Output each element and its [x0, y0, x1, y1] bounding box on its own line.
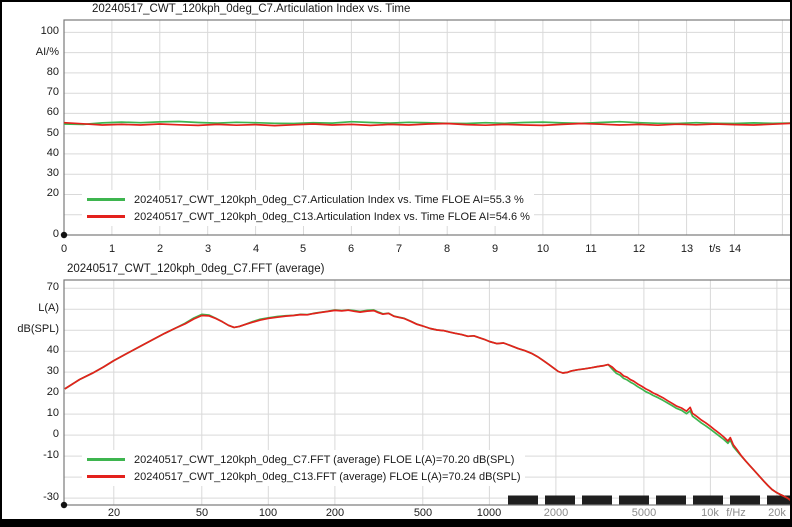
- x-tick-label: 4: [252, 243, 260, 255]
- legend-label: 20240517_CWT_120kph_0deg_C13.Articulatio…: [134, 210, 530, 223]
- y-tick-label: 0: [52, 428, 59, 440]
- x-tick-label: 10k: [701, 507, 719, 519]
- x-tick-label: 3: [204, 243, 212, 255]
- y-tick-label: 50: [46, 127, 59, 139]
- y-tick-label: 100: [40, 25, 59, 37]
- x-tick-label: 1: [108, 243, 116, 255]
- y-tick-label: dB(SPL): [17, 323, 59, 335]
- x-tick-label: 8: [443, 243, 451, 255]
- legend-label: 20240517_CWT_120kph_0deg_C7.FFT (average…: [134, 453, 515, 466]
- y-tick-label: 20: [46, 386, 59, 398]
- legend-label: 20240517_CWT_120kph_0deg_C7.Articulation…: [134, 193, 524, 206]
- legend-ai-vs-time: 20240517_CWT_120kph_0deg_C7.Articulation…: [82, 190, 534, 226]
- y-tick-label: L(A): [38, 302, 59, 314]
- x-tick-label: 2: [156, 243, 164, 255]
- y-tick-label: -30: [43, 491, 59, 503]
- legend-row: 20240517_CWT_120kph_0deg_C7.Articulation…: [84, 191, 530, 208]
- y-tick-label: AI/%: [35, 46, 59, 58]
- x-tick-label: 50: [195, 507, 209, 519]
- y-tick-label: 40: [46, 147, 59, 159]
- y-tick-label: 20: [46, 187, 59, 199]
- legend-row: 20240517_CWT_120kph_0deg_C13.FFT (averag…: [84, 468, 521, 485]
- x-tick-label: 0: [60, 243, 68, 255]
- x-tick-label: t/s: [709, 243, 721, 255]
- x-tick-label: 12: [632, 243, 646, 255]
- legend-row: 20240517_CWT_120kph_0deg_C13.Articulatio…: [84, 208, 530, 225]
- x-tick-label: f/Hz: [726, 507, 746, 519]
- y-tick-label: 30: [46, 365, 59, 377]
- legend-row: 20240517_CWT_120kph_0deg_C7.FFT (average…: [84, 451, 521, 468]
- bottom-black-strip: [2, 519, 790, 527]
- legend-line-swatch: [87, 215, 125, 218]
- x-tick-label: 20: [107, 507, 121, 519]
- x-tick-label: 1000: [476, 507, 502, 519]
- y-tick-label: -10: [43, 449, 59, 461]
- y-tick-label: 0: [52, 228, 59, 240]
- x-tick-label: 100: [258, 507, 278, 519]
- y-tick-label: 70: [46, 86, 59, 98]
- x-tick-label: 13: [680, 243, 694, 255]
- x-tick-label: 9: [491, 243, 499, 255]
- legend-line-swatch: [87, 198, 125, 201]
- chart-title-fft-average: 20240517_CWT_120kph_0deg_C7.FFT (average…: [67, 263, 325, 275]
- y-tick-label: 80: [46, 66, 59, 78]
- y-tick-label: 30: [46, 167, 59, 179]
- legend-line-swatch: [87, 475, 125, 478]
- x-tick-label: 10: [536, 243, 550, 255]
- x-tick-label: 2000: [543, 507, 569, 519]
- x-tick-label: 500: [413, 507, 433, 519]
- x-tick-label: 6: [347, 243, 355, 255]
- x-tick-label: 200: [325, 507, 345, 519]
- chart-title-ai-vs-time: 20240517_CWT_120kph_0deg_C7.Articulation…: [92, 3, 411, 15]
- y-tick-label: 70: [46, 281, 59, 293]
- x-tick-label: 20k: [768, 507, 786, 519]
- legend-line-swatch: [87, 458, 125, 461]
- x-tick-label: 11: [585, 243, 597, 255]
- x-tick-label: 5000: [631, 507, 657, 519]
- y-tick-label: 60: [46, 106, 59, 118]
- y-tick-label: 10: [46, 407, 59, 419]
- x-tick-label: 7: [395, 243, 403, 255]
- x-tick-label: 14: [728, 243, 742, 255]
- legend-label: 20240517_CWT_120kph_0deg_C13.FFT (averag…: [134, 470, 521, 483]
- legend-fft-average: 20240517_CWT_120kph_0deg_C7.FFT (average…: [82, 450, 525, 486]
- y-tick-label: 40: [46, 344, 59, 356]
- x-tick-label: 5: [299, 243, 307, 255]
